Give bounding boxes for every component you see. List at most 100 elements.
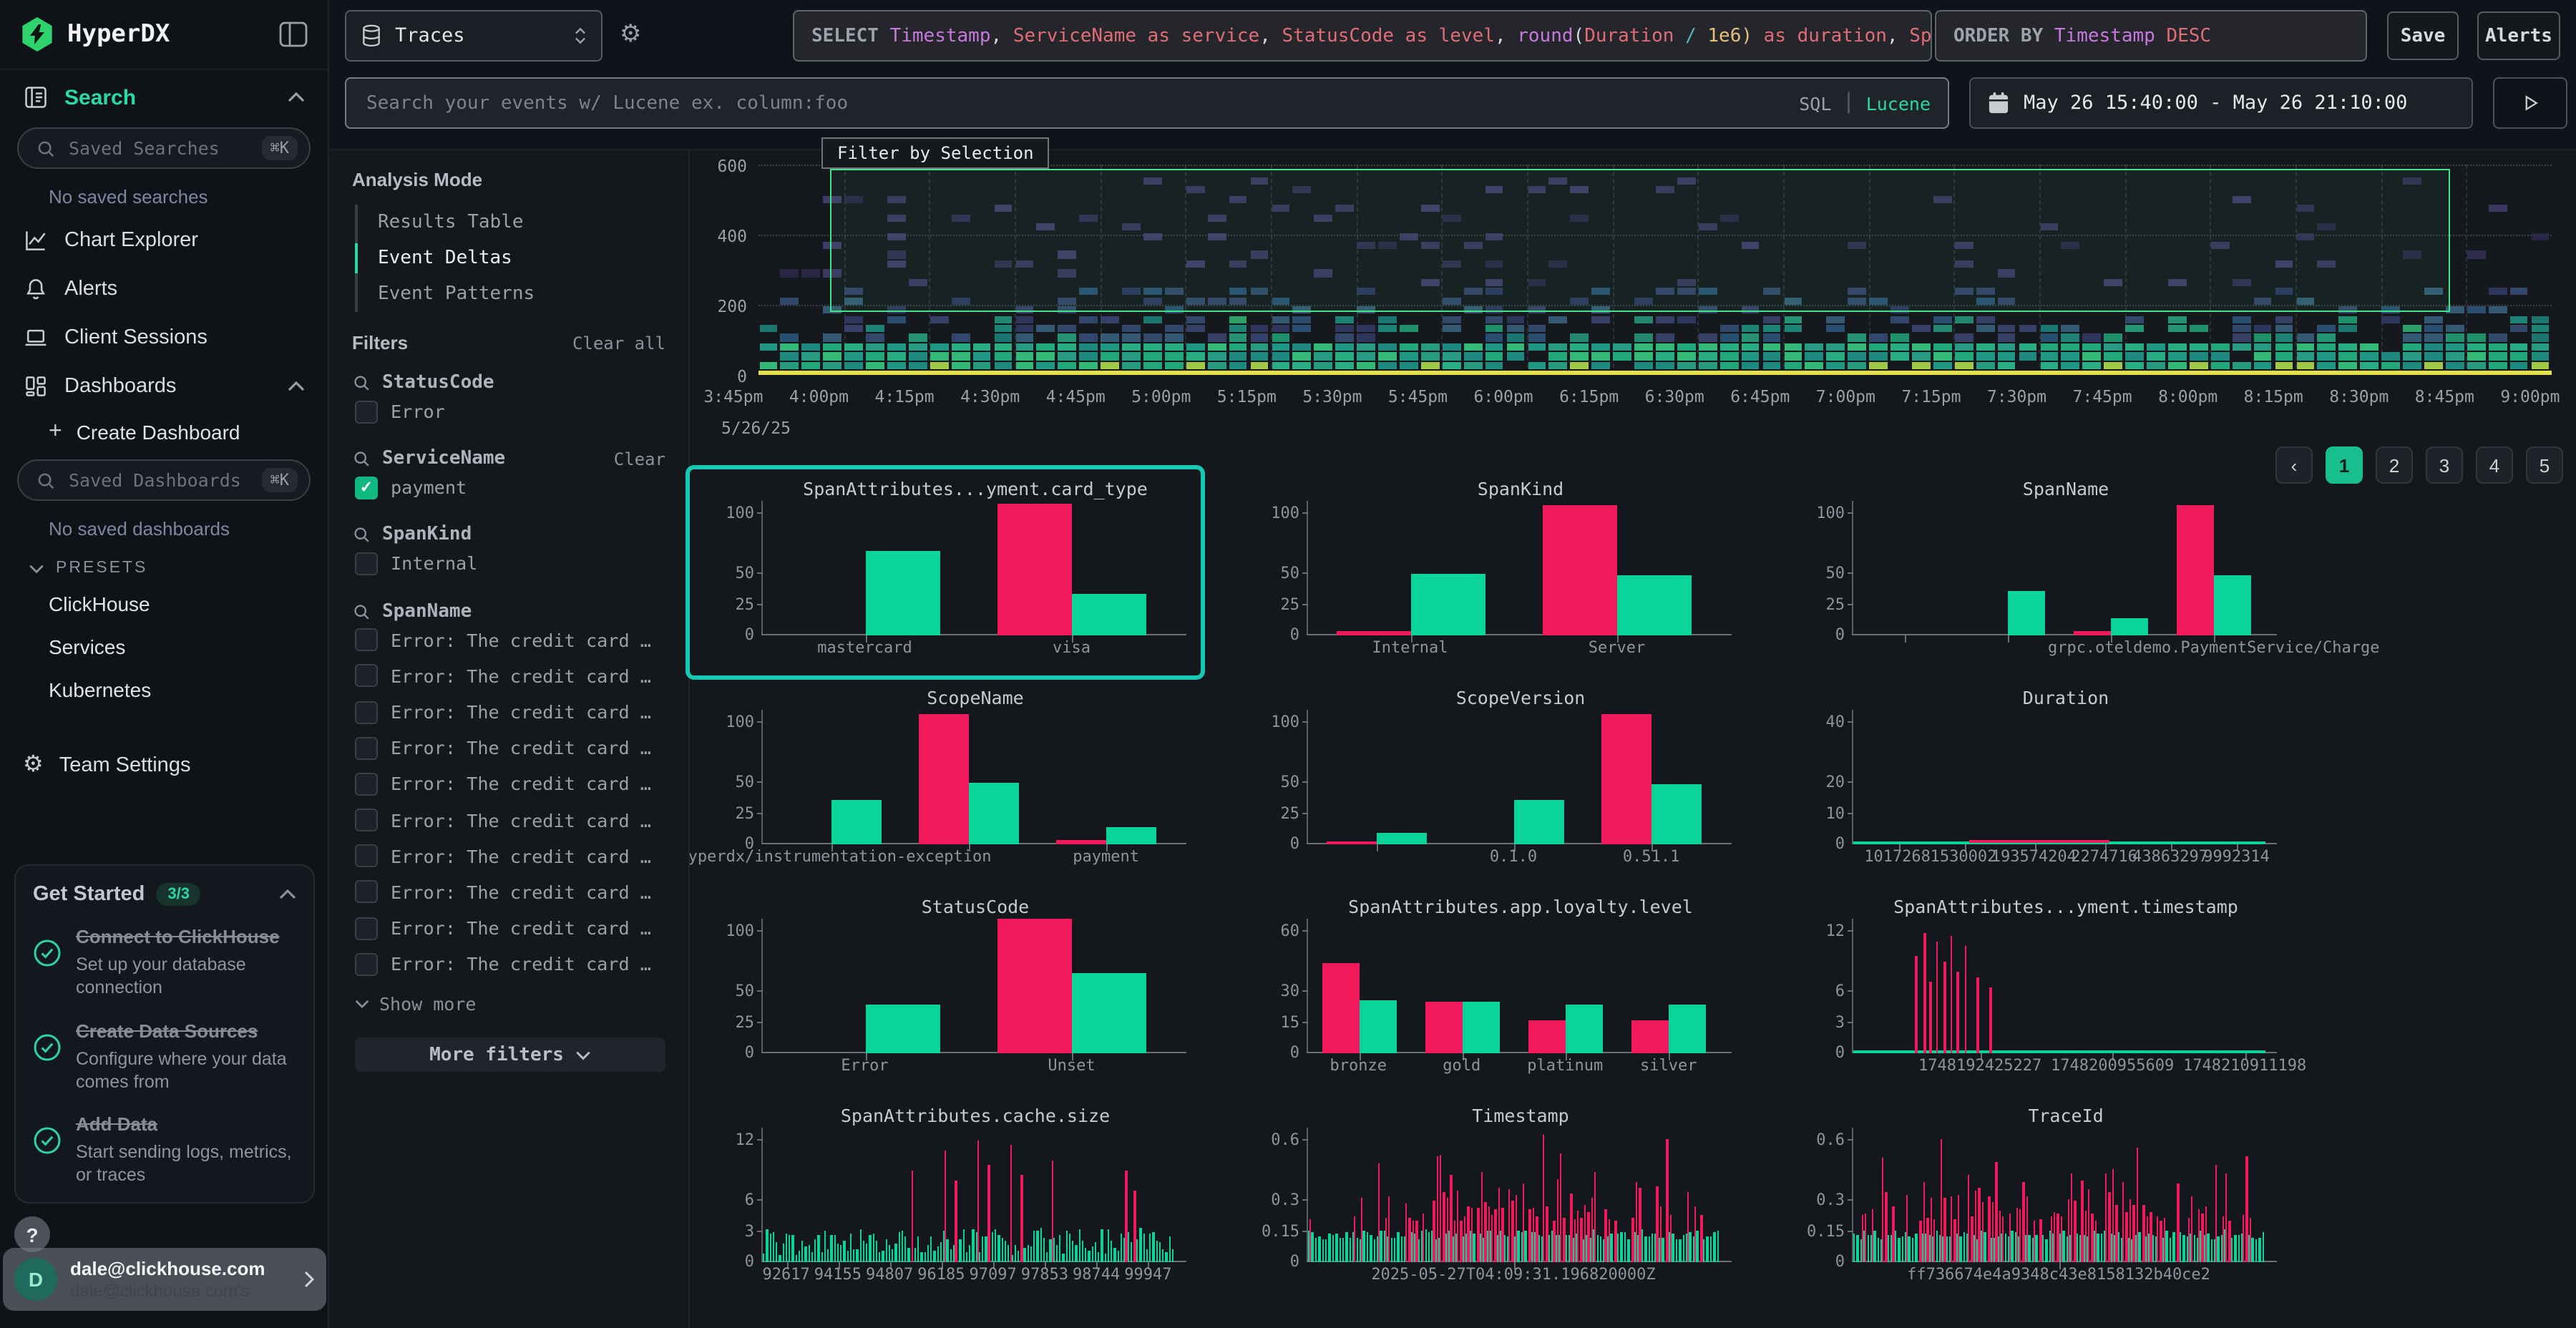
heatmap-gridline bbox=[1015, 165, 1016, 375]
user-menu[interactable]: D dale@clickhouse.com dale@clickhouse.co… bbox=[3, 1248, 326, 1311]
sidebar-item-chart-explorer[interactable]: Chart Explorer bbox=[0, 216, 328, 265]
mini-chart-clip bbox=[1853, 710, 2265, 844]
filter-option[interactable]: Error: The credit card … bbox=[352, 802, 674, 838]
date-range-picker[interactable]: May 26 15:40:00 - May 26 21:10:00 bbox=[1969, 77, 2473, 129]
chevron-up-icon[interactable] bbox=[288, 381, 305, 392]
checkbox[interactable] bbox=[355, 917, 378, 940]
mini-chart-loyalty_level[interactable]: SpanAttributes.app.loyalty.level 0 15 30 60 b… bbox=[1246, 896, 1735, 1085]
filter-option[interactable]: Error: The credit card … bbox=[352, 694, 674, 730]
sql-mode-toggle[interactable]: SQL bbox=[1799, 92, 1832, 114]
filter-option[interactable]: Error bbox=[352, 394, 674, 429]
saved-searches-input[interactable] bbox=[66, 136, 252, 160]
order-by-editor[interactable]: ORDER BY Timestamp DESC bbox=[1935, 10, 2367, 62]
run-query-button[interactable] bbox=[2493, 77, 2567, 129]
source-settings-gear-icon[interactable]: ⚙ bbox=[620, 20, 642, 47]
source-select[interactable]: Traces bbox=[345, 10, 602, 62]
alerts-button[interactable]: Alerts bbox=[2477, 11, 2560, 60]
sql-select-editor[interactable]: SELECT Timestamp, ServiceName as service… bbox=[793, 10, 1932, 62]
search-input[interactable] bbox=[364, 91, 1785, 115]
filter-option[interactable]: Error: The credit card … bbox=[352, 874, 674, 910]
filter-option[interactable]: Error: The credit card … bbox=[352, 947, 674, 982]
preset-kubernetes[interactable]: Kubernetes bbox=[49, 678, 152, 701]
saved-dashboards-search[interactable]: ⌘K bbox=[17, 459, 311, 501]
checkbox[interactable] bbox=[355, 809, 378, 832]
checkbox[interactable] bbox=[355, 628, 378, 652]
clear-filter-link[interactable]: Clear bbox=[613, 449, 665, 469]
pagination-page-3[interactable]: 3 bbox=[2426, 446, 2463, 484]
checkbox[interactable] bbox=[355, 772, 378, 796]
mini-chart-status_code[interactable]: StatusCode 0 25 50 100 Error Unset bbox=[701, 896, 1189, 1085]
show-more-link[interactable]: Show more bbox=[355, 994, 674, 1015]
sidebar-collapse-icon[interactable] bbox=[279, 21, 308, 47]
create-dashboard-button[interactable]: + Create Dashboard bbox=[0, 411, 328, 454]
checkbox[interactable] bbox=[355, 844, 378, 868]
pagination-page-2[interactable]: 2 bbox=[2376, 446, 2413, 484]
filter-option[interactable]: ✓ payment bbox=[352, 469, 674, 505]
sidebar-item-dashboards[interactable]: Dashboards bbox=[0, 362, 328, 411]
help-button[interactable]: ? bbox=[14, 1216, 50, 1252]
search-page-icon bbox=[25, 87, 47, 108]
pagination-prev[interactable]: ‹ bbox=[2275, 446, 2313, 484]
saved-dashboards-input[interactable] bbox=[66, 468, 252, 492]
filter-by-selection-button[interactable]: Filter by Selection bbox=[821, 137, 1050, 169]
checkbox[interactable] bbox=[355, 400, 378, 424]
heatmap-selection[interactable] bbox=[830, 169, 2451, 312]
save-button[interactable]: Save bbox=[2387, 11, 2459, 60]
checkbox[interactable] bbox=[355, 952, 378, 976]
mini-chart-scope_version[interactable]: ScopeVersion 0 25 50 100 0.1.0 0.51.1 bbox=[1246, 687, 1735, 876]
pagination-page-4[interactable]: 4 bbox=[2476, 446, 2513, 484]
mini-chart-timestamp[interactable]: Timestamp 0 0.15 0.3 0.6 2025-05-27T04:09:31.… bbox=[1246, 1105, 1735, 1294]
saved-searches-search[interactable]: ⌘K bbox=[17, 127, 311, 169]
chevron-up-icon[interactable] bbox=[288, 92, 305, 103]
presets-toggle[interactable]: PRESETS bbox=[0, 548, 328, 582]
event-search[interactable]: SQL | Lucene bbox=[345, 77, 1949, 129]
mode-results-table[interactable]: Results Table bbox=[378, 212, 524, 233]
preset-services[interactable]: Services bbox=[49, 635, 126, 658]
checkbox[interactable] bbox=[355, 552, 378, 575]
checkbox[interactable] bbox=[355, 880, 378, 904]
filter-option[interactable]: Error: The credit card … bbox=[352, 838, 674, 874]
mini-chart-duration[interactable]: Duration 0 10 20 40 1017268 1530002 193574204 22… bbox=[1792, 687, 2280, 876]
sidebar-item-alerts[interactable]: Alerts bbox=[0, 265, 328, 313]
heatmap-cell bbox=[2232, 278, 2251, 286]
lucene-mode-toggle[interactable]: Lucene bbox=[1865, 92, 1931, 114]
clear-all-link[interactable]: Clear all bbox=[572, 333, 665, 353]
filter-option[interactable]: Error: The credit card … bbox=[352, 910, 674, 946]
comb-green bbox=[1898, 1238, 1901, 1262]
filter-option[interactable]: Error: The credit card … bbox=[352, 766, 674, 802]
pagination-page-1[interactable]: 1 bbox=[2326, 446, 2363, 484]
heatmap-cell bbox=[1869, 343, 1888, 351]
heatmap-plot[interactable] bbox=[758, 165, 2552, 375]
get-started-item[interactable]: Create Data Sources Configure where your… bbox=[33, 1018, 296, 1093]
heatmap-cell bbox=[1741, 325, 1760, 333]
sidebar-item-client-sessions[interactable]: Client Sessions bbox=[0, 313, 328, 362]
filter-option[interactable]: Error: The credit card … bbox=[352, 730, 674, 766]
spike-pink bbox=[987, 1165, 990, 1262]
filter-option[interactable]: Internal bbox=[352, 546, 674, 582]
mini-chart-payment_timestamp[interactable]: SpanAttributes...yment.timestamp 0 3 6 12 174… bbox=[1792, 896, 2307, 1085]
mode-event-deltas[interactable]: Event Deltas bbox=[355, 240, 674, 276]
pagination-page-5[interactable]: 5 bbox=[2526, 446, 2563, 484]
checkbox[interactable] bbox=[355, 736, 378, 760]
heatmap-cell bbox=[2082, 361, 2102, 369]
filter-option[interactable]: Error: The credit card … bbox=[352, 622, 674, 658]
filter-option[interactable]: Error: The credit card … bbox=[352, 658, 674, 694]
more-filters-button[interactable]: More filters bbox=[355, 1038, 665, 1073]
mini-chart-scope_name[interactable]: ScopeName 0 25 50 100 @hyperdx/instrumentatio… bbox=[669, 687, 1189, 876]
checkbox-checked[interactable]: ✓ bbox=[355, 476, 378, 499]
get-started-item[interactable]: Add Data Start sending logs, metrics, or… bbox=[33, 1112, 296, 1187]
get-started-item[interactable]: Connect to ClickHouse Set up your databa… bbox=[33, 924, 296, 1000]
sidebar-item-team-settings[interactable]: ⚙ Team Settings bbox=[0, 743, 328, 788]
mini-chart-span_kind[interactable]: SpanKind 0 25 50 100 Internal Server bbox=[1246, 478, 1735, 667]
mode-event-patterns[interactable]: Event Patterns bbox=[378, 283, 535, 305]
mini-chart-cache_size[interactable]: SpanAttributes.cache.size 0 3 6 12 92617 94155… bbox=[701, 1105, 1189, 1294]
checkbox[interactable] bbox=[355, 664, 378, 688]
checkbox[interactable] bbox=[355, 700, 378, 724]
mini-chart-span_name[interactable]: SpanName 0 25 50 100 grpc.oteldemo.PaymentSer… bbox=[1792, 478, 2379, 667]
mini-chart-card_type[interactable]: SpanAttributes...yment.card_type 0 25 50 100… bbox=[686, 465, 1205, 680]
mini-chart-x-axis: 0.1.0 0.51.1 bbox=[1307, 844, 1720, 867]
mini-chart-trace_id[interactable]: TraceId 0 0.15 0.3 0.6 ff736674e4a9348c43e815… bbox=[1792, 1105, 2280, 1294]
sidebar-item-search[interactable]: Search bbox=[0, 70, 328, 122]
preset-clickhouse[interactable]: ClickHouse bbox=[49, 592, 150, 615]
chevron-up-icon[interactable] bbox=[279, 889, 296, 900]
